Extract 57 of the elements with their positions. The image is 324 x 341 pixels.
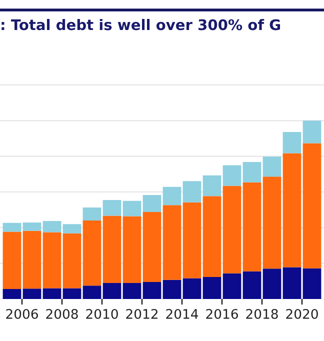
bar <box>182 278 202 299</box>
bar <box>302 120 322 144</box>
bar <box>282 132 302 154</box>
bar <box>82 208 102 221</box>
bar <box>102 282 122 299</box>
bar <box>102 216 122 283</box>
bar <box>42 221 62 232</box>
x-tick-label: 2006 <box>6 308 38 319</box>
bar <box>242 162 262 182</box>
bar <box>62 288 82 299</box>
x-tick-label: 2020 <box>286 308 318 319</box>
bar <box>222 186 242 274</box>
bar <box>262 176 282 269</box>
bar <box>22 222 42 231</box>
bar <box>282 267 302 299</box>
bar <box>222 273 242 299</box>
x-tick-label: 2010 <box>86 308 118 319</box>
x-tick-label: 2014 <box>166 308 198 319</box>
bar <box>262 156 282 177</box>
x-tick-label: 2012 <box>126 308 158 319</box>
bar <box>202 196 222 278</box>
bar <box>302 268 322 299</box>
bar <box>222 165 242 186</box>
bar <box>62 233 82 288</box>
bar <box>62 224 82 234</box>
bar <box>2 232 22 290</box>
bar <box>2 222 22 232</box>
bar <box>202 175 222 196</box>
bar <box>82 286 102 299</box>
bar <box>282 153 302 268</box>
bar <box>182 202 202 278</box>
bar <box>142 195 162 212</box>
bar <box>182 181 202 202</box>
bar <box>22 230 42 289</box>
x-tick-label: 2018 <box>246 308 278 319</box>
bar <box>142 212 162 282</box>
bar <box>162 205 182 280</box>
bar <box>302 143 322 268</box>
bar <box>262 268 282 299</box>
bar <box>82 220 102 286</box>
bar <box>102 200 122 216</box>
x-tick-label: 2008 <box>46 308 78 319</box>
bar <box>22 288 42 299</box>
bar <box>162 186 182 206</box>
bar <box>122 216 142 283</box>
chart-title: : Total debt is well over 300% of G <box>2 18 280 30</box>
bar <box>202 277 222 299</box>
bar <box>142 282 162 299</box>
bar <box>122 200 142 216</box>
bar <box>42 232 62 288</box>
bar <box>242 271 262 299</box>
x-tick-label: 2016 <box>206 308 238 319</box>
bar <box>242 182 262 272</box>
bar <box>42 288 62 299</box>
bar <box>122 282 142 299</box>
bar <box>162 280 182 299</box>
bar <box>2 289 22 299</box>
